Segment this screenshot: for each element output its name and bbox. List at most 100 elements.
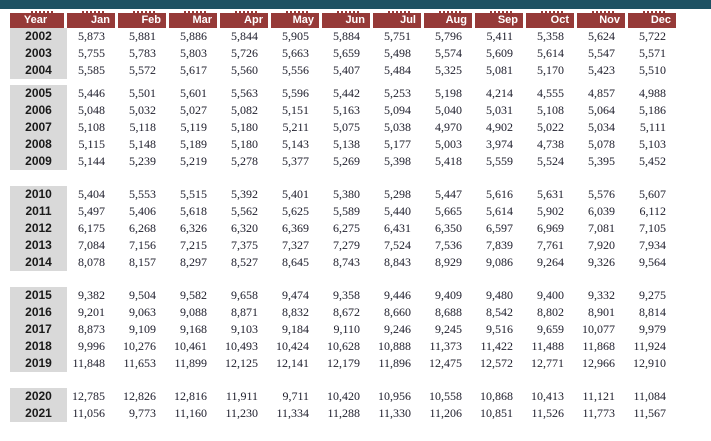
table-row-2010: 2010 5,404 5,553 5,515 5,392 5,401 5,380 5,298 5…	[10, 186, 682, 203]
year-cell: 2009	[10, 153, 67, 170]
value-cell-2019-nov: 12,966	[582, 356, 615, 370]
value-cell-2015-jan: 9,382	[78, 288, 105, 302]
value-cell-2012-apr: 6,320	[231, 221, 258, 235]
value-cell-2006-oct: 5,108	[537, 103, 564, 117]
column-header-nov: Nov	[577, 13, 628, 28]
value-cell-2008-may: 5,143	[282, 137, 309, 151]
remnant-mark	[322, 11, 373, 13]
value-cell-2009-apr: 5,278	[231, 154, 258, 168]
year-cell: 2018	[10, 338, 67, 355]
value-cell-2016-jan: 9,201	[78, 305, 105, 319]
value-cell-2011-mar: 5,618	[180, 204, 207, 218]
year-cell: 2012	[10, 220, 67, 237]
value-cell-2003-jun: 5,659	[333, 46, 360, 60]
value-cell-2004-apr: 5,560	[231, 63, 258, 77]
remnant-mark	[475, 11, 526, 13]
value-cell-2019-aug: 12,475	[429, 356, 462, 370]
value-cell-2011-sep: 5,614	[486, 204, 513, 218]
value-cell-2011-jan: 5,497	[78, 204, 105, 218]
value-cell-2018-jun: 10,628	[327, 339, 360, 353]
value-cell-2020-feb: 12,826	[123, 389, 156, 403]
value-cell-2015-sep: 9,480	[486, 288, 513, 302]
value-cell-2016-mar: 9,088	[180, 305, 207, 319]
value-cell-2004-may: 5,556	[282, 63, 309, 77]
value-cell-2017-jul: 9,246	[384, 322, 411, 336]
value-cell-2019-mar: 11,899	[174, 356, 207, 370]
year-cell: 2002	[10, 28, 67, 45]
value-cell-2014-mar: 8,297	[180, 255, 207, 269]
column-header-jun: Jun	[322, 13, 373, 28]
value-cell-2010-jan: 5,404	[78, 187, 105, 201]
value-cell-2002-may: 5,905	[282, 29, 309, 43]
table-row-2005: 2005 5,446 5,501 5,601 5,563 5,596 5,442 5,253 5…	[10, 85, 682, 102]
year-cell: 2005	[10, 85, 67, 102]
value-cell-2012-jan: 6,175	[78, 221, 105, 235]
value-cell-2002-dec: 5,722	[639, 29, 666, 43]
value-cell-2018-mar: 10,461	[174, 339, 207, 353]
value-cell-2017-may: 9,184	[282, 322, 309, 336]
table-row-2018: 2018 9,996 10,276 10,461 10,493 10,424 10,628 1…	[10, 338, 682, 355]
value-cell-2007-jul: 5,038	[384, 120, 411, 134]
value-cell-2021-jan: 11,056	[72, 406, 105, 420]
column-header-sep: Sep	[475, 13, 526, 28]
value-cell-2018-may: 10,424	[276, 339, 309, 353]
value-cell-2009-jun: 5,269	[333, 154, 360, 168]
column-header-may: May	[271, 13, 322, 28]
value-cell-2020-sep: 10,868	[480, 389, 513, 403]
value-cell-2015-aug: 9,409	[435, 288, 462, 302]
value-cell-2013-feb: 7,156	[129, 238, 156, 252]
value-cell-2021-mar: 11,160	[174, 406, 207, 420]
value-cell-2018-feb: 10,276	[123, 339, 156, 353]
value-cell-2003-may: 5,663	[282, 46, 309, 60]
value-cell-2012-aug: 6,350	[435, 221, 462, 235]
value-cell-2010-apr: 5,392	[231, 187, 258, 201]
value-cell-2019-may: 12,141	[276, 356, 309, 370]
value-cell-2012-mar: 6,326	[180, 221, 207, 235]
value-cell-2009-oct: 5,524	[537, 154, 564, 168]
value-cell-2010-jul: 5,298	[384, 187, 411, 201]
value-cell-2003-sep: 5,609	[486, 46, 513, 60]
value-cell-2010-oct: 5,631	[537, 187, 564, 201]
table-row-2016: 2016 9,201 9,063 9,088 8,871 8,832 8,672 8,660 8…	[10, 304, 682, 321]
year-cell: 2004	[10, 62, 67, 79]
column-header-aug: Aug	[424, 13, 475, 28]
value-cell-2016-apr: 8,871	[231, 305, 258, 319]
value-cell-2013-may: 7,327	[282, 238, 309, 252]
value-cell-2015-nov: 9,332	[588, 288, 615, 302]
value-cell-2018-jan: 9,996	[78, 339, 105, 353]
value-cell-2013-jul: 7,524	[384, 238, 411, 252]
value-cell-2013-nov: 7,920	[588, 238, 615, 252]
value-cell-2003-dec: 5,571	[639, 46, 666, 60]
value-cell-2016-dec: 8,814	[639, 305, 666, 319]
value-cell-2020-apr: 11,911	[225, 389, 258, 403]
value-cell-2010-nov: 5,576	[588, 187, 615, 201]
value-cell-2021-oct: 11,526	[531, 406, 564, 420]
value-cell-2009-mar: 5,219	[180, 154, 207, 168]
value-cell-2004-feb: 5,572	[129, 63, 156, 77]
value-cell-2002-sep: 5,411	[486, 29, 513, 43]
year-cell: 2014	[10, 254, 67, 271]
value-cell-2016-nov: 8,901	[588, 305, 615, 319]
value-cell-2021-jul: 11,330	[378, 406, 411, 420]
value-cell-2013-aug: 7,536	[435, 238, 462, 252]
value-cell-2021-nov: 11,773	[582, 406, 615, 420]
value-cell-2009-feb: 5,239	[129, 154, 156, 168]
value-cell-2012-nov: 7,081	[588, 221, 615, 235]
remnant-mark	[577, 11, 628, 13]
value-cell-2014-apr: 8,527	[231, 255, 258, 269]
value-cell-2005-dec: 4,988	[639, 86, 666, 100]
year-cell: 2017	[10, 321, 67, 338]
table-row-2020: 2020 12,785 12,826 12,816 11,911 9,711 10,420 1…	[10, 388, 682, 405]
value-cell-2002-jul: 5,751	[384, 29, 411, 43]
value-cell-2007-feb: 5,118	[129, 120, 156, 134]
value-cell-2005-mar: 5,601	[180, 86, 207, 100]
value-cell-2017-oct: 9,659	[537, 322, 564, 336]
value-cell-2012-dec: 7,105	[639, 221, 666, 235]
value-cell-2008-oct: 4,738	[537, 137, 564, 151]
value-cell-2005-nov: 4,857	[588, 86, 615, 100]
value-cell-2007-aug: 4,970	[435, 120, 462, 134]
value-cell-2018-sep: 11,422	[480, 339, 513, 353]
value-cell-2006-jan: 5,048	[78, 103, 105, 117]
value-cell-2002-feb: 5,881	[129, 29, 156, 43]
value-cell-2015-apr: 9,658	[231, 288, 258, 302]
